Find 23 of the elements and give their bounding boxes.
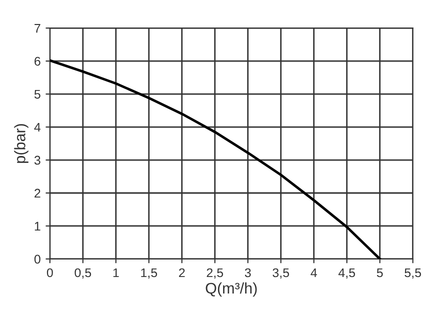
x-tick-label: 5 bbox=[376, 268, 383, 278]
y-tick-label: 0 bbox=[34, 254, 40, 264]
y-tick-label: 2 bbox=[34, 188, 40, 198]
x-tick-label: 2,5 bbox=[206, 268, 224, 279]
x-tick-label: 5,5 bbox=[404, 268, 422, 279]
x-tick-label: 1,5 bbox=[141, 268, 158, 279]
y-tick-label: 4 bbox=[34, 122, 41, 132]
x-tick-label: 0,5 bbox=[74, 268, 92, 279]
x-tick-label: 1 bbox=[113, 268, 119, 278]
x-axis-title: Q(m³/h) bbox=[206, 282, 257, 297]
x-tick-label: 3,5 bbox=[272, 268, 290, 279]
y-tick-label: 7 bbox=[34, 24, 40, 33]
x-tick-label: 2 bbox=[179, 268, 185, 278]
y-tick-label: 3 bbox=[34, 156, 40, 165]
y-tick-label: 5 bbox=[34, 90, 40, 99]
x-tick-label: 3 bbox=[244, 268, 251, 278]
x-tick-label: 4,5 bbox=[338, 268, 356, 279]
x-tick-label: 0 bbox=[46, 268, 53, 278]
y-tick-label: 1 bbox=[34, 222, 40, 231]
x-tick-label: 4 bbox=[310, 268, 317, 278]
y-axis-title: p(bar) bbox=[14, 124, 28, 163]
y-tick-label: 6 bbox=[34, 56, 40, 66]
line-series bbox=[50, 59, 382, 259]
